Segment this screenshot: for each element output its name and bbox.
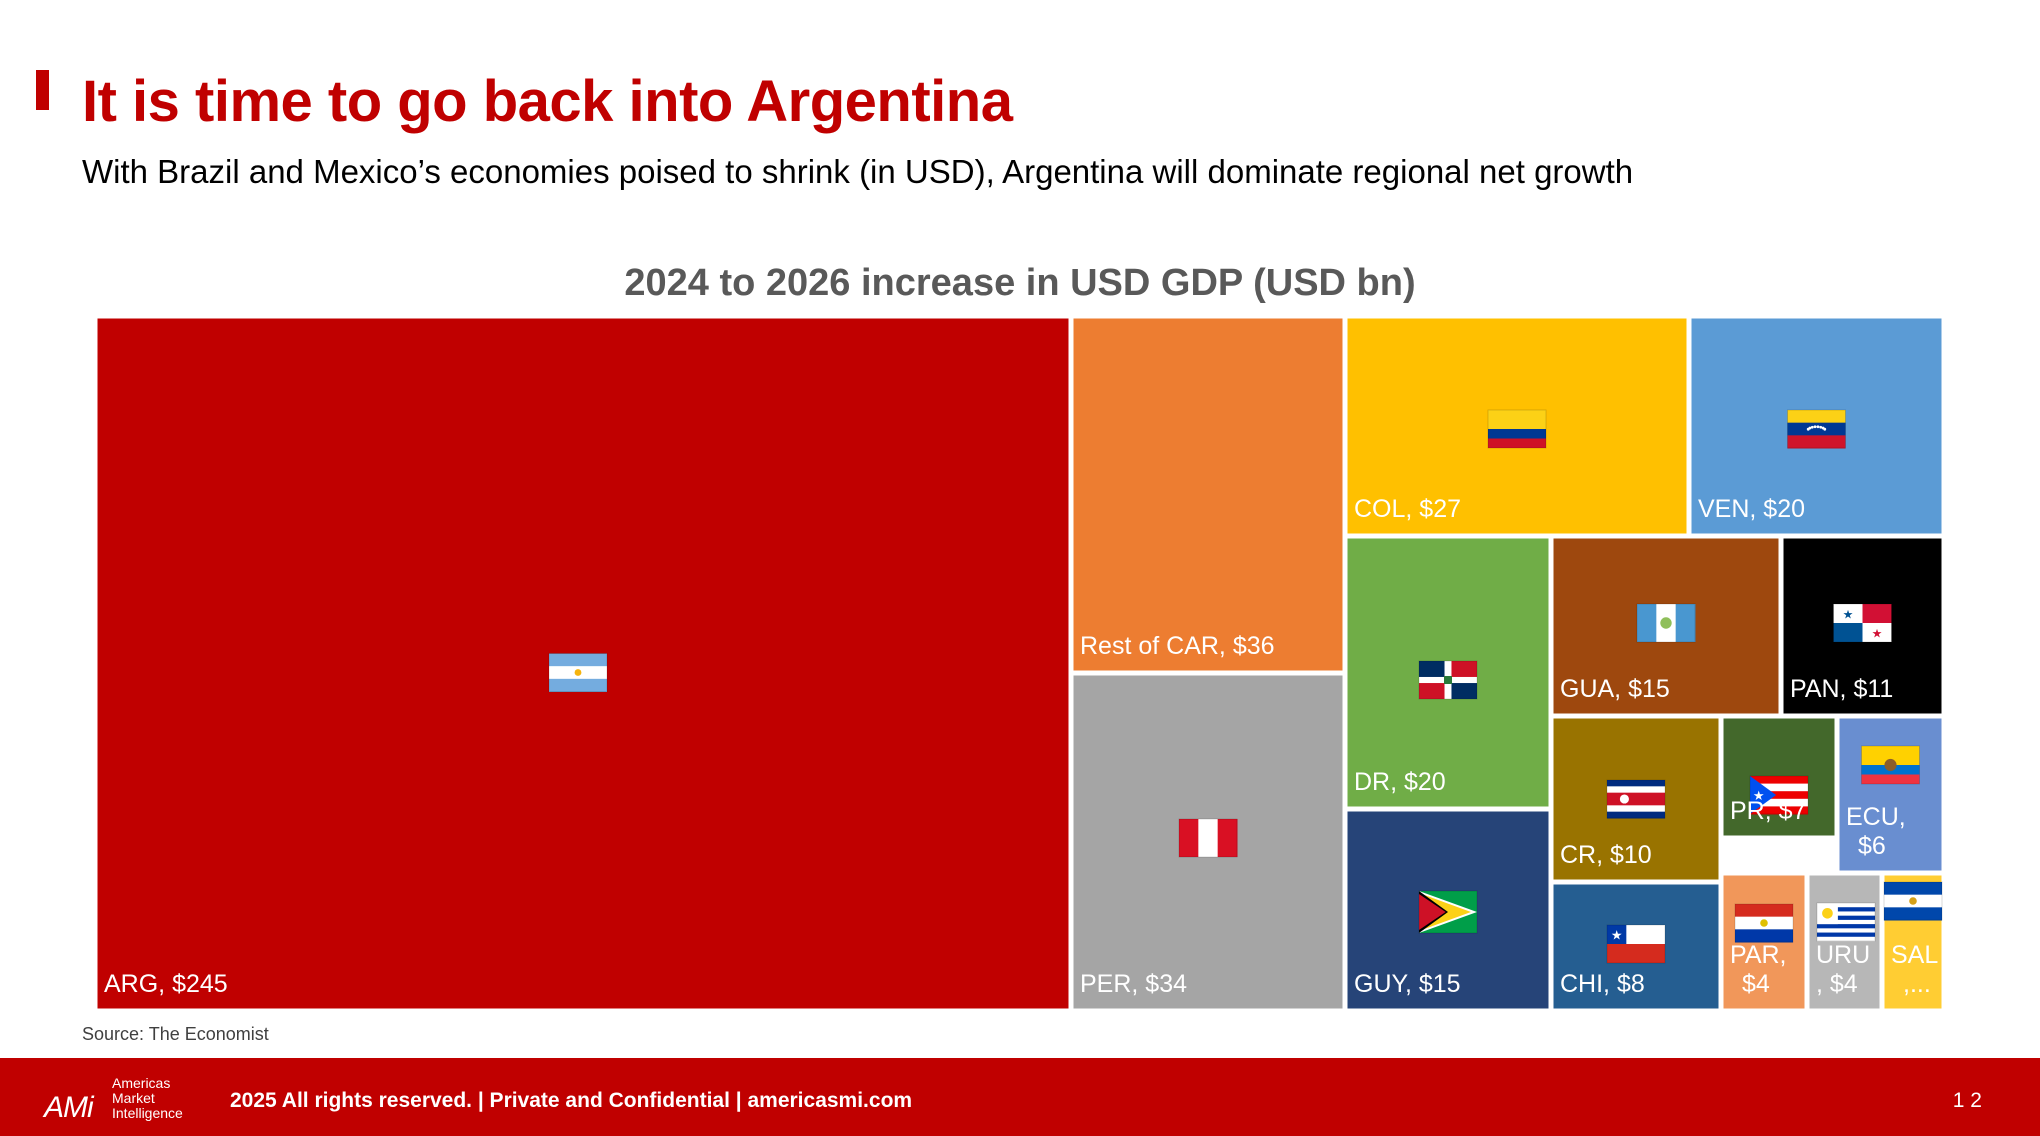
page-number: 1 2: [1952, 1089, 1982, 1112]
treemap-cell-rect: [1836, 715, 1945, 874]
treemap-cell-ven: VEN, $20: [1688, 315, 1945, 537]
treemap-cell-chi: ★ CHI, $8: [1550, 881, 1722, 1012]
chile-flag: ★: [1606, 924, 1666, 964]
footer-copyright: 2025 All rights reserved. | Private and …: [230, 1089, 913, 1112]
ami-logo-text: Americas Market Intelligence: [112, 1076, 202, 1121]
footer-bar: [0, 1058, 2040, 1136]
treemap-cell-uru: URU, $4: [1806, 872, 1883, 1012]
treemap-cell-rect: [1070, 315, 1346, 674]
treemap-label: CHI, $8: [1560, 970, 1645, 998]
treemap-cell-rest-of-car: Rest of CAR, $36: [1070, 315, 1346, 674]
treemap-label: URU, $4: [1816, 941, 1870, 998]
svg-text:★: ★: [1872, 627, 1883, 641]
treemap-label: CR, $10: [1560, 841, 1652, 869]
costa-rica-flag: [1606, 779, 1666, 819]
treemap-cell-gua: GUA, $15: [1550, 535, 1782, 717]
treemap-label: PR, $7: [1730, 797, 1806, 825]
ecuador-flag: [1861, 745, 1920, 785]
treemap-cell-per: PER, $34: [1070, 672, 1346, 1012]
logo-line: Americas: [112, 1075, 171, 1091]
svg-text:★: ★: [1611, 928, 1623, 943]
dominican-republic-flag: [1418, 660, 1478, 700]
title-accent-bar: [36, 70, 49, 110]
treemap-label: PER, $34: [1080, 970, 1187, 998]
treemap-label: GUA, $15: [1560, 675, 1670, 703]
peru-flag: [1178, 818, 1238, 858]
treemap-cell-rect: [1806, 872, 1883, 1012]
logo-line: Market: [112, 1090, 155, 1106]
venezuela-flag: [1787, 409, 1846, 449]
treemap-cell-dr: DR, $20: [1344, 535, 1552, 810]
treemap-label: DR, $20: [1354, 768, 1446, 796]
treemap-cell-cr: CR, $10: [1550, 715, 1722, 883]
treemap-cell-ecu: ECU, $6: [1836, 715, 1945, 874]
treemap-label: PAN, $11: [1790, 675, 1893, 703]
treemap-cell-pan: ★★PAN, $11: [1780, 535, 1945, 717]
uruguay-flag: [1816, 902, 1876, 942]
ami-logo: AMi: [44, 1091, 94, 1124]
puerto-rico-flag: ★: [1749, 775, 1809, 815]
treemap-label: COL, $27: [1354, 495, 1461, 523]
treemap-label: Rest of CAR, $36: [1080, 632, 1275, 660]
treemap-cell-guy: GUY, $15: [1344, 808, 1552, 1012]
treemap-cell-arg: ARG, $245: [94, 315, 1072, 1012]
source-note: Source: The Economist: [82, 1024, 269, 1044]
argentina-flag: [548, 653, 608, 692]
treemap-label: ARG, $245: [104, 970, 228, 998]
treemap-cell-col: COL, $27: [1344, 315, 1690, 537]
treemap-label: VEN, $20: [1698, 495, 1805, 523]
treemap-cell-par: PAR, $4: [1720, 872, 1808, 1012]
paraguay-flag: [1734, 903, 1794, 943]
svg-text:★: ★: [1843, 608, 1854, 622]
treemap-label: PAR, $4: [1730, 941, 1787, 998]
el-salvador-flag: [1883, 881, 1943, 921]
guyana-flag: [1418, 890, 1478, 934]
logo-line: Intelligence: [112, 1105, 183, 1121]
treemap-cell-sal: SAL,...: [1881, 872, 1945, 1012]
treemap-label: SAL,...: [1891, 941, 1938, 998]
slide-subtitle: With Brazil and Mexico’s economies poise…: [82, 153, 1634, 190]
svg-text:★: ★: [1753, 788, 1765, 803]
guatemala-flag: [1636, 603, 1696, 643]
chart-title: 2024 to 2026 increase in USD GDP (USD bn…: [624, 262, 1416, 304]
colombia-flag: [1487, 409, 1547, 449]
treemap-label: GUY, $15: [1354, 970, 1461, 998]
slide-title: It is time to go back into Argentina: [82, 69, 1013, 134]
panama-flag: ★★: [1833, 603, 1892, 643]
treemap-cell-pr: ★PR, $7: [1720, 715, 1838, 839]
treemap-label: ECU, $6: [1846, 803, 1906, 860]
